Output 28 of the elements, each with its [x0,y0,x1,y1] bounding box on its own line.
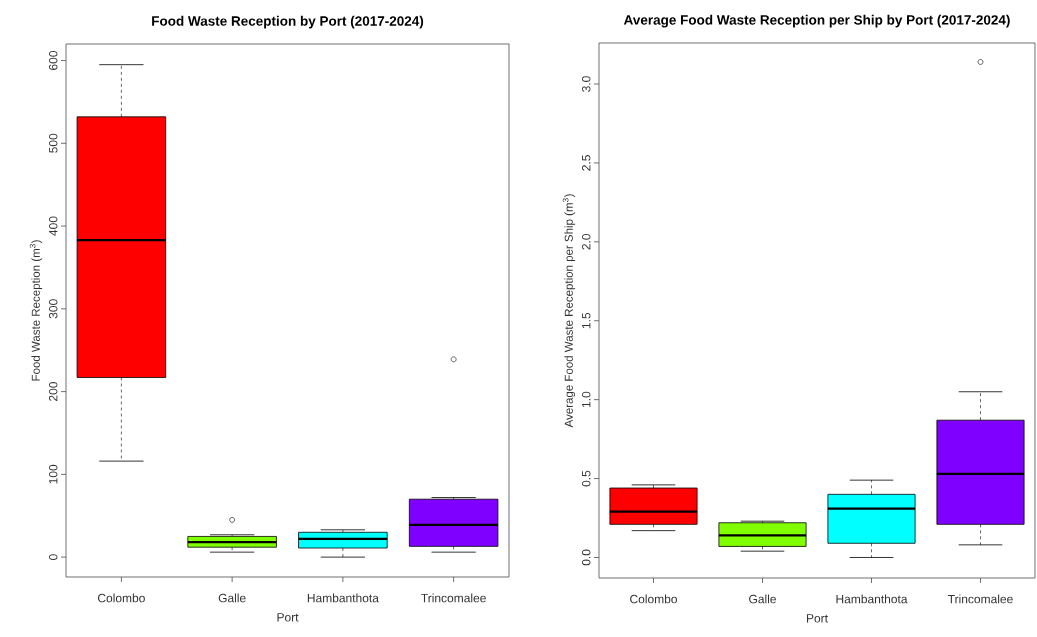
y-tick-label: 300 [48,299,58,319]
y-axis-title: Average Food Waste Reception per Ship (m$^{3}$) [562,194,576,428]
y-tick-label: 400 [48,216,58,236]
chart-title: Average Food Waste Reception per Ship by Port (2017-2024) [623,14,1010,28]
y-tick-label: 1.0 [581,391,591,408]
x-tick-label: Trincomalee [947,594,1013,604]
chart-title: Food Waste Reception by Port (2017-2024) [152,15,424,29]
x-axis-title: Port [277,613,299,622]
x-tick-label: Galle [749,594,776,604]
x-tick-label: Colombo [97,593,145,603]
y-tick-label: 100 [48,464,58,484]
y-axis-title: Food Waste Reception (m$^{3}$) [29,240,43,381]
y-tick-label: 0 [48,554,58,560]
x-tick-label: Hambanthota [307,593,379,603]
y-tick-label: 0.5 [581,470,591,487]
y-tick-label: 200 [48,382,58,402]
y-tick-label: 1.5 [582,312,591,329]
y-tick-label: 0.0 [581,549,591,566]
y-tick-label: 3.0 [581,76,591,92]
y-tick-label: 2.0 [581,233,591,250]
x-tick-label: Colombo [630,594,677,604]
y-tick-label: 2.5 [581,155,591,171]
x-tick-label: Galle [218,593,246,603]
y-tick-label: 500 [48,133,58,153]
y-tick-label: 600 [48,51,58,70]
x-axis-title: Port [806,614,828,623]
x-tick-label: Trincomalee [421,593,486,603]
x-tick-label: Hambanthota [836,594,908,604]
